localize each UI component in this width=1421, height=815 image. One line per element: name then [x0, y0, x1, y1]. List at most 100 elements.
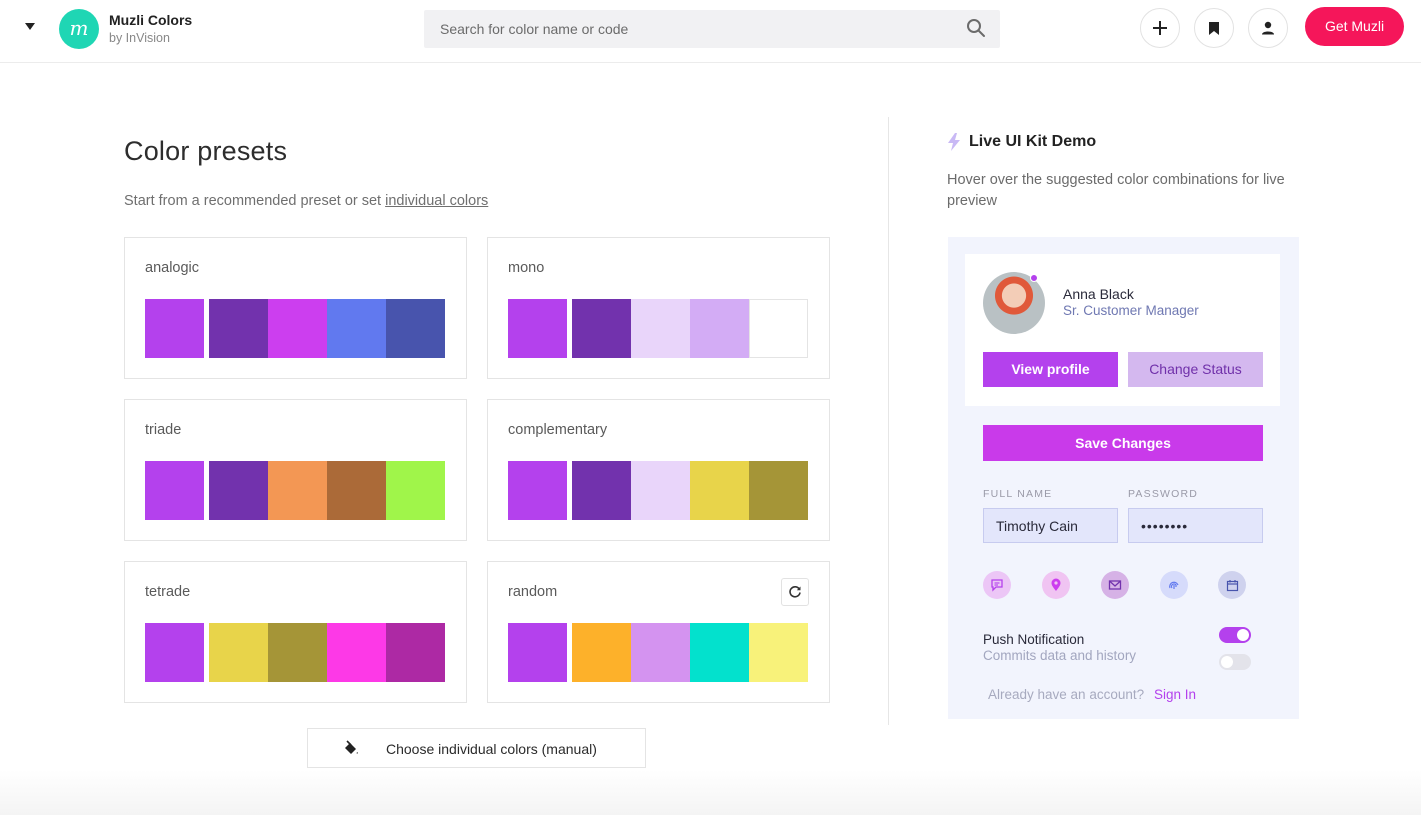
preset-label: tetrade — [145, 584, 191, 600]
column-divider — [888, 117, 889, 725]
sign-in-link[interactable]: Sign In — [1154, 687, 1197, 702]
color-swatch[interactable] — [268, 461, 327, 520]
commits-toggle[interactable] — [1219, 654, 1251, 670]
chat-button[interactable] — [983, 571, 1011, 599]
toggle-knob — [1237, 629, 1249, 641]
color-swatch[interactable] — [209, 623, 268, 682]
swatch-row — [508, 461, 808, 520]
full-name-field[interactable] — [983, 508, 1118, 543]
avatar — [983, 272, 1045, 334]
color-swatch[interactable] — [749, 623, 808, 682]
color-swatch[interactable] — [327, 623, 386, 682]
color-swatch[interactable] — [572, 461, 631, 520]
profile-name: Anna Black — [1063, 286, 1134, 302]
calendar-button[interactable] — [1218, 571, 1246, 599]
color-swatch[interactable] — [268, 299, 327, 358]
color-swatch[interactable] — [386, 461, 445, 520]
bookmark-icon — [1209, 21, 1219, 35]
toggle-knob — [1221, 656, 1233, 668]
color-swatch[interactable] — [508, 299, 567, 358]
swatch-row — [145, 461, 445, 520]
preset-label: triade — [145, 422, 182, 438]
page-title: Color presets — [124, 136, 288, 166]
brand-subtitle: by InVision — [109, 31, 170, 45]
choose-manual-colors-button[interactable]: Choose individual colors (manual) — [307, 728, 646, 768]
color-swatch[interactable] — [327, 461, 386, 520]
notification-subtitle: Commits data and history — [983, 648, 1137, 663]
color-swatch[interactable] — [631, 623, 690, 682]
search-icon[interactable] — [966, 18, 986, 38]
color-swatch[interactable] — [209, 461, 268, 520]
mail-button[interactable] — [1101, 571, 1129, 599]
manual-button-label: Choose individual colors (manual) — [386, 741, 597, 757]
paint-bucket-icon — [345, 740, 358, 754]
preset-card-mono[interactable]: mono — [487, 237, 830, 379]
color-swatch[interactable] — [690, 623, 749, 682]
status-dot — [1030, 274, 1038, 282]
view-profile-button[interactable]: View profile — [983, 352, 1118, 387]
muzli-logo[interactable]: m — [59, 9, 99, 49]
color-swatch[interactable] — [690, 461, 749, 520]
plus-icon — [1153, 21, 1167, 35]
chat-icon — [991, 579, 1003, 592]
swatch-row — [145, 623, 445, 682]
brand-name: Muzli Colors — [109, 12, 193, 28]
save-changes-button[interactable]: Save Changes — [983, 425, 1263, 461]
mail-icon — [1108, 580, 1122, 590]
color-swatch[interactable] — [508, 461, 567, 520]
preset-label: analogic — [145, 260, 200, 276]
color-swatch[interactable] — [631, 461, 690, 520]
preset-label: mono — [508, 260, 545, 276]
color-swatch[interactable] — [145, 623, 204, 682]
password-field[interactable] — [1128, 508, 1263, 543]
color-swatch[interactable] — [749, 461, 808, 520]
fingerprint-icon — [1169, 581, 1179, 589]
demo-description: Hover over the suggested color combinati… — [947, 172, 1285, 209]
individual-colors-link[interactable]: individual colors — [385, 193, 489, 209]
calendar-icon — [1226, 579, 1238, 591]
password-label: PASSWORD — [1128, 488, 1199, 500]
swatch-row — [145, 299, 445, 358]
preset-card-analogic[interactable]: analogic — [124, 237, 467, 379]
preset-card-triade[interactable]: triade — [124, 399, 467, 541]
change-status-button[interactable]: Change Status — [1128, 352, 1263, 387]
demo-title: Live UI Kit Demo — [969, 133, 1097, 150]
notification-title: Push Notification — [983, 632, 1085, 647]
color-swatch[interactable] — [327, 299, 386, 358]
color-swatch[interactable] — [508, 623, 567, 682]
color-swatch[interactable] — [749, 299, 808, 358]
color-swatch[interactable] — [631, 299, 690, 358]
fingerprint-button[interactable] — [1160, 571, 1188, 599]
color-swatch[interactable] — [386, 299, 445, 358]
account-button[interactable] — [1248, 8, 1288, 48]
search-input[interactable] — [424, 10, 964, 48]
preset-card-tetrade[interactable]: tetrade — [124, 561, 467, 703]
swatch-row — [508, 623, 808, 682]
search-bar — [424, 10, 1000, 48]
profile-role: Sr. Customer Manager — [1063, 303, 1199, 318]
lightning-icon — [948, 133, 960, 151]
subtitle-text: Start from a recommended preset or set — [124, 193, 386, 209]
get-muzli-button[interactable]: Get Muzli — [1305, 7, 1404, 46]
color-swatch[interactable] — [209, 299, 268, 358]
chevron-down-icon[interactable] — [25, 23, 35, 30]
refresh-icon — [789, 585, 801, 598]
add-button[interactable] — [1140, 8, 1180, 48]
swatch-row — [508, 299, 808, 358]
color-swatch[interactable] — [690, 299, 749, 358]
color-swatch[interactable] — [145, 299, 204, 358]
color-swatch[interactable] — [572, 623, 631, 682]
color-swatch[interactable] — [268, 623, 327, 682]
color-swatch[interactable] — [572, 299, 631, 358]
preset-card-random[interactable]: random — [487, 561, 830, 703]
preset-card-complementary[interactable]: complementary — [487, 399, 830, 541]
full-name-label: FULL NAME — [983, 488, 1053, 500]
location-button[interactable] — [1042, 571, 1070, 599]
preset-label: random — [508, 584, 558, 600]
preset-label: complementary — [508, 422, 608, 438]
push-notification-toggle[interactable] — [1219, 627, 1251, 643]
color-swatch[interactable] — [145, 461, 204, 520]
refresh-button[interactable] — [781, 578, 809, 606]
bookmark-button[interactable] — [1194, 8, 1234, 48]
color-swatch[interactable] — [386, 623, 445, 682]
